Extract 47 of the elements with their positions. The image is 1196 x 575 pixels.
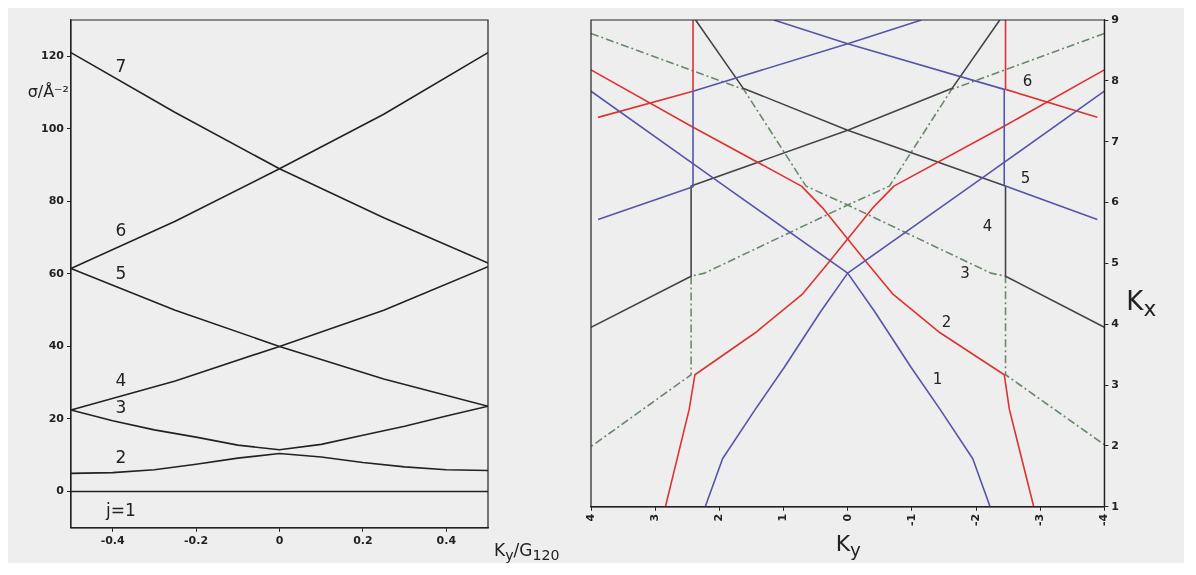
series-label: 5 [1020, 169, 1031, 188]
x-tick-label: 0.2 [353, 534, 373, 548]
series-label: 3 [115, 397, 127, 418]
y-tick-label: 0 [56, 484, 65, 498]
series-label: 4 [115, 370, 127, 391]
x-tick-label: -2 [968, 513, 982, 527]
x-tick-label: 2 [712, 513, 726, 522]
series-label: j=1 [105, 499, 136, 520]
x-tick-label: -1 [904, 513, 918, 527]
y2-axis-title: K$_{x}$ [1126, 286, 1157, 322]
x-tick-label: -0.4 [100, 534, 126, 548]
y2-tick-label: 3 [1111, 377, 1119, 391]
y-tick-label: 120 [40, 49, 65, 63]
series-label: 4 [982, 216, 993, 235]
y-tick-label: 40 [48, 339, 65, 353]
y2-tick-label: 8 [1111, 73, 1119, 87]
y2-tick-label: 4 [1111, 317, 1120, 331]
y2-tick-label: 1 [1111, 499, 1119, 513]
x-tick-label: -0.2 [184, 534, 209, 548]
x-tick-label: 0 [275, 534, 284, 548]
y-tick-label: 80 [48, 194, 65, 208]
series-label: 1 [932, 370, 943, 389]
x-axis-title: K$_{y}$/G$_{120}$ [494, 539, 560, 564]
series-label: 6 [1022, 71, 1033, 90]
x-tick-label: -4 [1097, 513, 1111, 527]
y-axis-title: σ/Å⁻² [27, 81, 69, 101]
y-tick-label: 100 [40, 121, 65, 135]
x-tick-label: -3 [1033, 513, 1047, 527]
y-tick-label: 60 [48, 266, 65, 280]
y2-tick-label: 7 [1111, 134, 1119, 148]
y2-tick-label: 6 [1111, 195, 1120, 209]
series-label: 7 [115, 55, 127, 76]
series-label: 2 [115, 446, 127, 467]
y2-tick-label: 2 [1111, 438, 1119, 452]
x-tick-label: 4 [583, 513, 597, 522]
series-label: 5 [115, 262, 127, 283]
series-label: 2 [941, 312, 952, 331]
y-tick-label: 20 [48, 411, 65, 425]
series-label: 3 [960, 263, 970, 282]
x-tick-label: 0 [840, 513, 854, 522]
x-tick-label: 0.4 [436, 534, 457, 548]
x-axis-title: K$_{y}$ [835, 531, 861, 561]
x-tick-label: 1 [776, 513, 790, 522]
y2-tick-label: 5 [1111, 256, 1119, 270]
y2-tick-label: 9 [1111, 12, 1119, 26]
series-label: 6 [115, 220, 127, 241]
x-tick-label: 3 [648, 513, 662, 522]
